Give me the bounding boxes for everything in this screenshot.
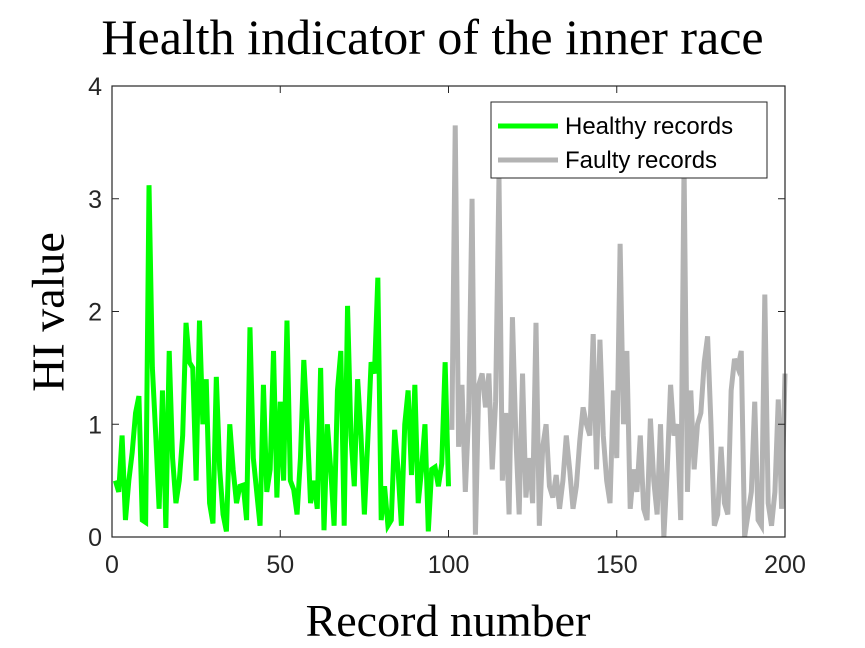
x-axis-label: Record number <box>305 595 591 646</box>
y-tick-label: 3 <box>88 186 102 214</box>
y-tick-label: 0 <box>88 524 102 552</box>
y-tick-label: 2 <box>88 299 102 327</box>
chart-title: Health indicator of the inner race <box>101 9 764 65</box>
series-line-0 <box>112 185 451 534</box>
legend: Healthy records Faulty records <box>490 101 768 179</box>
series-line-1 <box>449 125 788 538</box>
x-tick-label: 0 <box>105 551 119 579</box>
x-tick-label: 200 <box>764 551 806 579</box>
x-tick-label: 50 <box>266 551 294 579</box>
legend-entry-0: Healthy records <box>565 113 733 140</box>
y-tick-label: 1 <box>88 411 102 439</box>
y-tick-label: 4 <box>88 73 102 101</box>
x-tick-label: 100 <box>428 551 470 579</box>
x-tick-label: 150 <box>596 551 638 579</box>
legend-entry-1: Faulty records <box>565 147 717 174</box>
